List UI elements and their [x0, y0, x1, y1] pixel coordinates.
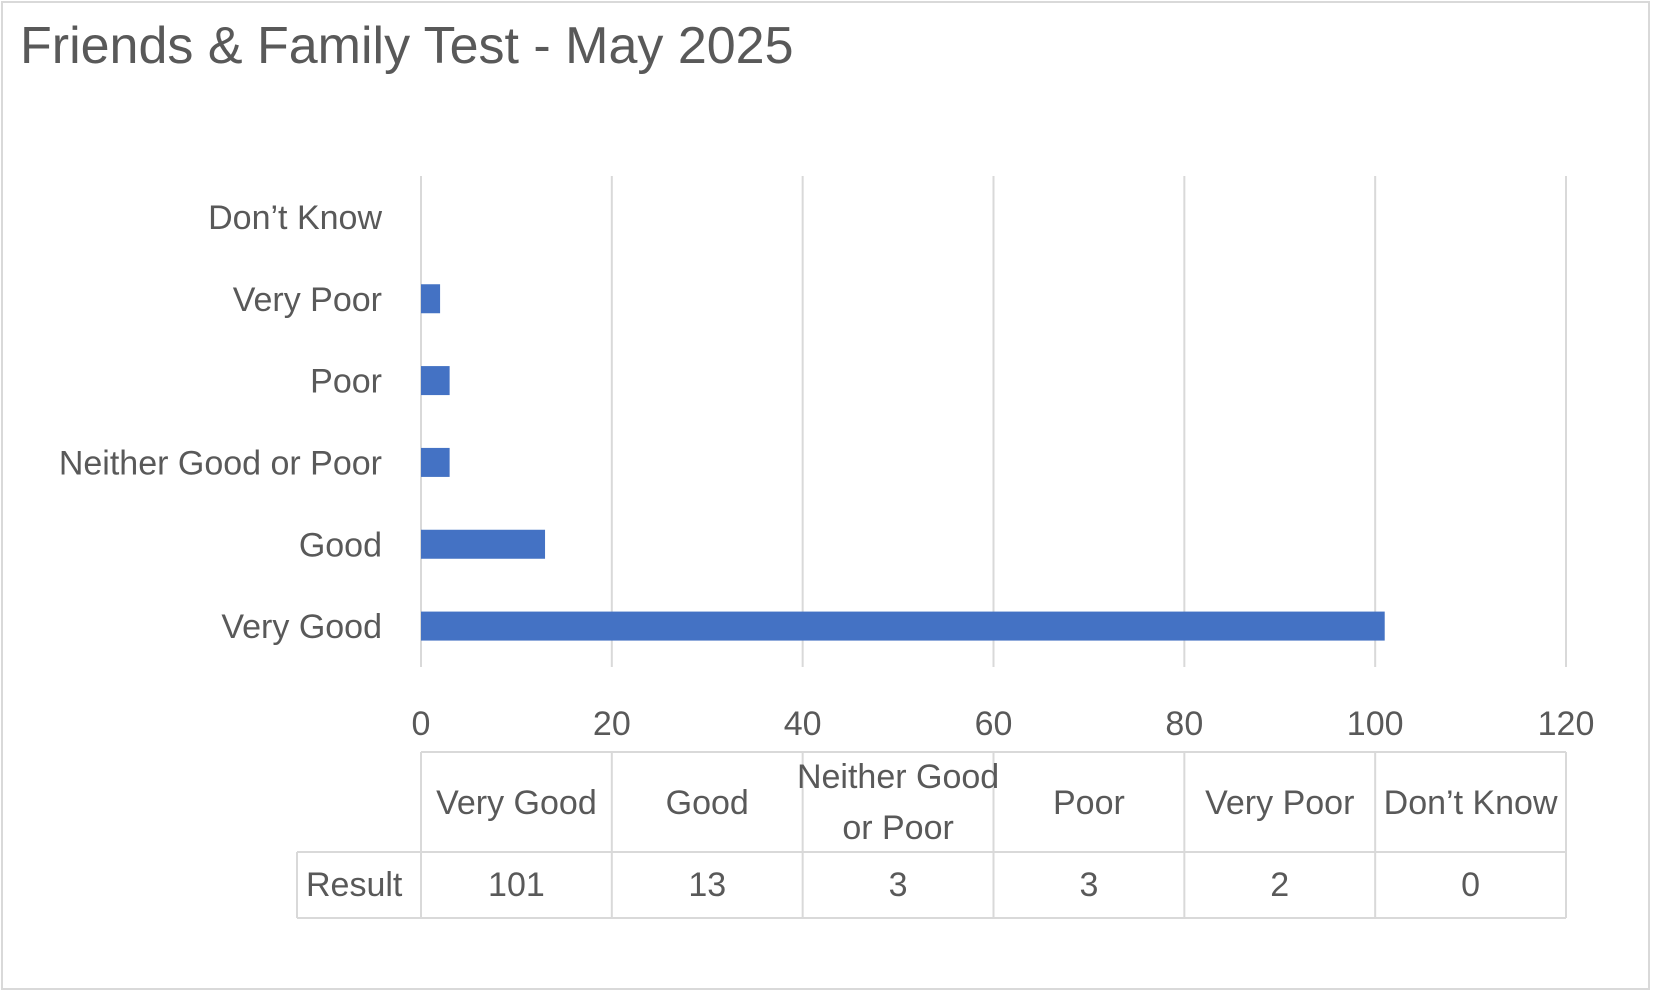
table-header: Don’t Know — [1384, 784, 1558, 822]
x-tick-label: 60 — [975, 705, 1013, 743]
x-tick-label: 40 — [784, 705, 822, 743]
x-tick-label: 80 — [1165, 705, 1203, 743]
bar — [421, 284, 441, 314]
table-cell: 3 — [889, 866, 908, 904]
x-tick-label: 100 — [1347, 705, 1404, 743]
table-row-label: Result — [306, 866, 403, 904]
bar — [421, 447, 450, 477]
table-header: Poor — [1053, 784, 1125, 822]
table-header: Good — [666, 784, 749, 822]
bar — [421, 366, 450, 396]
x-tick-label: 20 — [593, 705, 631, 743]
table-cell: 0 — [1461, 866, 1480, 904]
y-category-label: Poor — [310, 363, 382, 401]
bar — [421, 611, 1385, 641]
table-cell: 101 — [488, 866, 545, 904]
y-category-label: Neither Good or Poor — [59, 444, 382, 482]
x-tick-label: 0 — [412, 705, 431, 743]
table-header: Very Good — [436, 784, 597, 822]
y-category-label: Don’t Know — [208, 199, 382, 237]
y-category-label: Very Good — [221, 608, 382, 646]
table-header: or Poor — [842, 809, 954, 847]
bar — [421, 529, 546, 559]
y-category-label: Very Poor — [233, 281, 382, 319]
chart-title: Friends & Family Test - May 2025 — [20, 17, 794, 75]
x-tick-label: 120 — [1538, 705, 1595, 743]
table-cell: 3 — [1079, 866, 1098, 904]
table-cell: 2 — [1270, 866, 1289, 904]
table-cell: 13 — [688, 866, 726, 904]
table-header: Neither Good — [797, 758, 999, 796]
table-header: Very Poor — [1205, 784, 1354, 822]
y-category-label: Good — [299, 526, 382, 564]
